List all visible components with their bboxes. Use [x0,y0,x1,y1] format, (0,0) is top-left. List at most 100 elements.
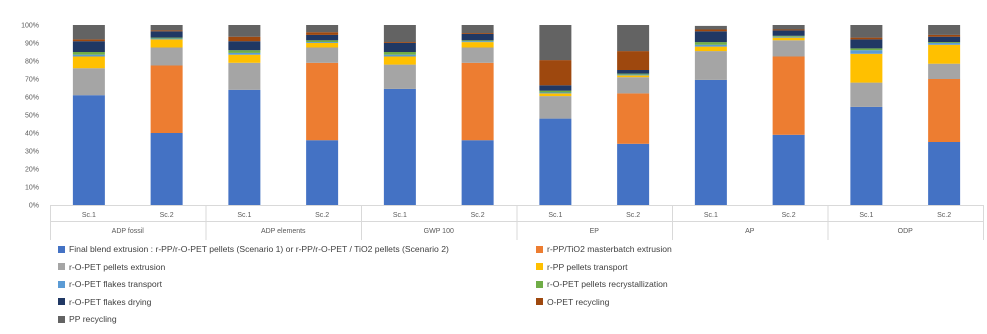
category-label: Sc.2 [782,212,796,219]
bar-segment [773,57,805,135]
bar-segment [850,50,882,54]
bar-segment [695,45,727,47]
y-tick-label: 50% [25,113,39,120]
bar-segment [617,70,649,74]
legend-item: r-O-PET pellets recrystallization [536,279,668,289]
bar-segment [773,36,805,37]
legend-swatch [536,263,543,270]
bar-segment [228,53,260,55]
legend-item: r-O-PET pellets extrusion [58,262,165,272]
bar-segment [306,48,338,63]
legend-item: Final blend extrusion : r-PP/r-O-PET pel… [58,244,449,254]
group-label: ADP elements [261,228,306,235]
legend-label: r-PP/TiO2 masterbatch extrusion [547,244,672,254]
legend-label: O-PET recycling [547,297,609,307]
bar-segment [151,30,183,31]
stacked-bar-chart: 0%10%20%30%40%50%60%70%80%90%100% Sc.1 Sc… [0,0,987,244]
legend-swatch [536,281,543,288]
y-tick-label: 90% [25,41,39,48]
bar-segment [306,40,338,42]
y-tick-label: 20% [25,167,39,174]
bar-segment [617,51,649,70]
bar-segment [695,26,727,30]
y-tick-label: 70% [25,77,39,84]
group-label: EP [590,228,600,235]
bar-segment [306,25,338,32]
bar-segment [462,140,494,205]
bar-segment [306,43,338,48]
bar-segment [384,42,416,43]
bar-segment [151,48,183,66]
bar-segment [151,133,183,205]
legend-swatch [58,298,65,305]
x-axis: Sc.1 Sc.2 Sc.1 Sc.2 Sc.1 Sc.2 Sc.1 Sc.2 Sc.1 Sc.2… [50,205,984,240]
bar-segment [928,142,960,205]
bar-segment [850,38,882,40]
bar-segment [539,93,571,96]
legend-item: r-PP pellets transport [536,262,628,272]
category-label: Sc.2 [626,212,640,219]
legend-label: r-O-PET pellets recrystallization [547,279,668,289]
bar-segment [462,40,494,41]
legend-label: PP recycling [69,314,117,324]
bar-segment [928,64,960,79]
bar-segment [928,45,960,64]
bar-segment [228,41,260,50]
y-tick-label: 100% [21,23,39,30]
bar-segment [73,95,105,205]
bar-segment [773,38,805,41]
group-label: ODP [898,228,914,235]
bar-segment [928,79,960,142]
bar-segment [228,50,260,53]
y-tick-label: 0% [29,203,39,210]
category-label: Sc.2 [471,212,485,219]
legend-swatch [58,246,65,253]
bar-segment [850,83,882,107]
category-label: Sc.1 [859,212,873,219]
bar-stacks [73,25,960,205]
category-label: Sc.1 [237,212,251,219]
bar-segment [73,68,105,95]
bar-segment [228,37,260,42]
y-tick-label: 30% [25,149,39,156]
y-tick-label: 10% [25,185,39,192]
bar-segment [617,77,649,93]
bar-segment [73,25,105,39]
y-tick-label: 40% [25,131,39,138]
bar-segment [773,40,805,56]
bar-segment [462,48,494,63]
bar-segment [928,37,960,42]
legend-swatch [58,263,65,270]
bar-segment [462,42,494,47]
bar-segment [539,119,571,205]
bar-segment [384,89,416,205]
bar-segment [539,25,571,60]
y-axis: 0% 10% 20% 30% 40% 50% 60% 70% 80% 90% 100% [21,23,39,210]
category-label: Sc.1 [548,212,562,219]
bar-segment [928,35,960,37]
bar-segment [306,63,338,140]
bar-segment [539,96,571,119]
group-label: GWP 100 [424,228,454,235]
bar-segment [73,55,105,57]
bar-segment [228,90,260,205]
bar-segment [306,42,338,43]
legend-label: Final blend extrusion : r-PP/r-O-PET pel… [69,244,449,254]
legend-swatch [58,316,65,323]
bar-segment [462,41,494,42]
bar-segment [928,25,960,35]
category-label: Sc.2 [160,212,174,219]
legend-label: r-PP pellets transport [547,262,628,272]
legend-swatch [536,298,543,305]
bar-segment [695,47,727,52]
group-label: ADP fossil [112,228,145,235]
bar-segment [850,54,882,83]
legend-item: r-O-PET flakes transport [58,279,162,289]
bar-segment [151,31,183,37]
bar-segment [695,31,727,42]
bar-segment [306,35,338,40]
bar-segment [617,74,649,75]
bar-segment [151,39,183,47]
bar-segment [773,135,805,205]
bar-segment [539,60,571,85]
